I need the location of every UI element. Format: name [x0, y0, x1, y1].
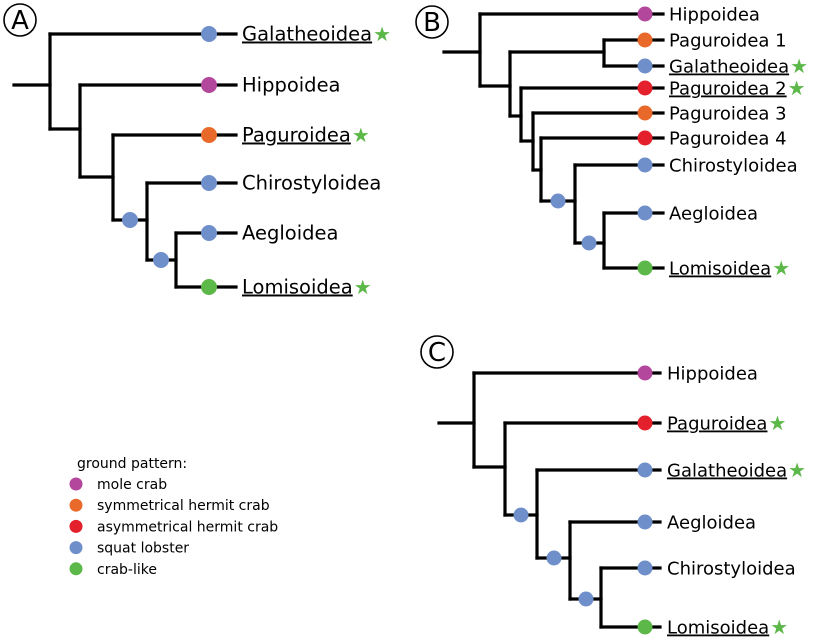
star-icon: ★: [770, 615, 788, 639]
tip-marker: [637, 560, 653, 576]
panel-label-circle: [415, 5, 449, 39]
tip-marker: [637, 260, 653, 276]
internal-node-marker: [550, 193, 566, 209]
legend-item-label: crab-like: [97, 562, 157, 578]
star-icon: ★: [790, 54, 808, 78]
taxon-label: Hippoidea: [667, 364, 758, 385]
panel-label-circle: [3, 3, 37, 37]
tip-marker: [637, 105, 653, 121]
star-icon: ★: [352, 123, 370, 147]
panel-label: C: [428, 338, 446, 368]
legend-item-label: mole crab: [97, 477, 167, 493]
taxon-label: Lomisoidea: [669, 259, 771, 280]
legend: ground pattern: mole crab symmetrical her…: [69, 456, 278, 578]
internal-node-marker: [513, 507, 529, 523]
star-icon: ★: [772, 256, 790, 280]
tip-marker: [637, 58, 653, 74]
internal-node-marker: [153, 252, 169, 268]
taxon-label: Galatheoidea: [242, 23, 372, 46]
taxon-label: Paguroidea 1: [669, 31, 787, 52]
tip-marker: [201, 175, 217, 191]
tip-marker: [637, 462, 653, 478]
tip-marker: [637, 205, 653, 221]
internal-node-marker: [578, 591, 594, 607]
legend-title: ground pattern:: [77, 456, 187, 472]
legend-item-label: symmetrical hermit crab: [97, 498, 270, 514]
legend-swatch: [69, 498, 83, 512]
taxon-label: Hippoidea: [242, 74, 341, 97]
internal-node-marker: [581, 235, 597, 251]
taxon-label: Paguroidea: [667, 414, 767, 435]
legend-swatch: [69, 519, 83, 533]
taxon-label: Galatheoidea: [669, 57, 789, 78]
panel-label-circle: [420, 335, 454, 369]
taxon-label: Paguroidea 2: [669, 79, 787, 100]
legend-swatch: [69, 477, 83, 491]
taxon-label: Aegloidea: [242, 222, 338, 245]
tip-marker: [637, 32, 653, 48]
taxon-label: Chirostyloidea: [669, 156, 798, 177]
tip-marker: [201, 127, 217, 143]
star-icon: ★: [373, 22, 391, 46]
star-icon: ★: [788, 458, 806, 482]
panel-label: B: [423, 8, 441, 38]
taxon-label: Galatheoidea: [667, 461, 787, 482]
taxon-label: Chirostyloidea: [242, 172, 381, 195]
star-icon: ★: [354, 275, 372, 299]
internal-node-marker: [546, 550, 562, 566]
taxon-label: Aegloidea: [667, 513, 756, 534]
tip-marker: [201, 77, 217, 93]
tip-marker: [637, 365, 653, 381]
internal-node-marker: [122, 212, 138, 228]
taxon-label: Chirostyloidea: [667, 559, 796, 580]
tip-marker: [637, 619, 653, 635]
taxon-label: Paguroidea: [242, 124, 351, 147]
star-icon: ★: [768, 411, 786, 435]
legend-item-label: asymmetrical hermit crab: [97, 519, 278, 535]
panel-label: A: [11, 6, 29, 36]
legend-swatch: [69, 541, 83, 555]
tip-marker: [201, 279, 217, 295]
taxon-label: Paguroidea 3: [669, 104, 787, 125]
taxon-label: Hippoidea: [669, 5, 760, 26]
star-icon: ★: [788, 76, 806, 100]
taxon-label: Aegloidea: [669, 204, 758, 225]
taxon-label: Paguroidea 4: [669, 129, 787, 150]
tip-marker: [637, 130, 653, 146]
tip-marker: [201, 225, 217, 241]
tip-marker: [637, 157, 653, 173]
tip-marker: [201, 26, 217, 42]
taxon-label: Lomisoidea: [667, 618, 769, 639]
tip-marker: [637, 415, 653, 431]
tip-marker: [637, 514, 653, 530]
legend-swatch: [69, 562, 83, 576]
tip-marker: [637, 6, 653, 22]
taxon-label: Lomisoidea: [242, 276, 353, 299]
legend-item-label: squat lobster: [97, 541, 189, 557]
tip-marker: [637, 80, 653, 96]
